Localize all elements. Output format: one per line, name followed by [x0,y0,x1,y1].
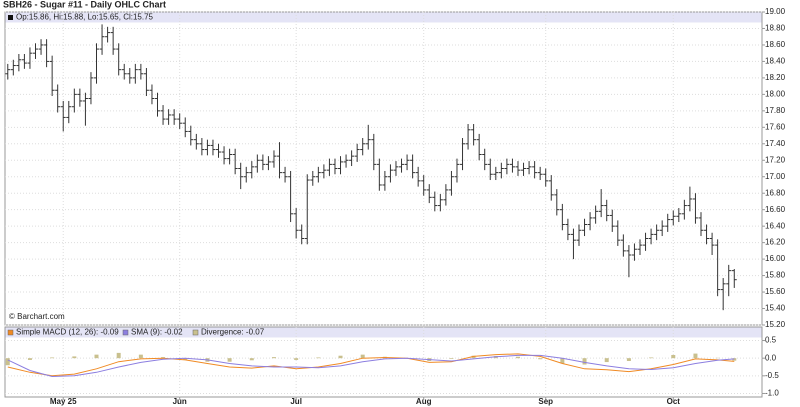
divergence-bar [227,358,232,362]
y-tick-label: 0.0 [765,353,777,362]
y-tick-label: 16.40 [765,221,786,230]
y-tick-label: 0.5 [765,336,777,345]
y-tick-label: 15.80 [765,271,786,280]
y-tick-label: 18.80 [765,24,786,33]
divergence-bar [138,354,143,359]
macd-header [5,327,762,338]
divergence-bar [94,354,99,359]
divergence-bar [249,358,254,361]
divergence-bar [560,358,565,364]
y-tick-label: 18.00 [765,89,786,98]
divergence-bar [515,356,520,359]
y-tick-label: -1.0 [765,389,779,398]
y-tick-label: 17.40 [765,139,786,148]
divergence-bar [72,356,77,359]
x-tick-label: May 25 [50,397,77,406]
divergence-bar [649,357,654,359]
divergence-bar [626,358,631,361]
divergence-bar [183,358,188,360]
y-tick-label: 16.00 [765,254,786,263]
x-tick-label: Jul [290,397,302,406]
legend-swatch [7,329,14,336]
x-tick-label: Aug [416,397,432,406]
y-tick-label: 17.80 [765,106,786,115]
y-tick-label: 17.20 [765,155,786,164]
source: © Barchart.com [9,312,65,321]
ohlc-readout: Op:15.86, Hi:15.88, Lo:15.65, Cl:15.75 [16,13,154,22]
header-icon [8,15,13,20]
divergence-bar [116,352,121,359]
macd-panel [4,326,763,398]
y-tick-label: 18.20 [765,73,786,82]
divergence-bar [27,358,32,360]
divergence-bar [471,355,476,359]
divergence-bar [604,358,609,363]
x-tick-label: Jun [173,397,187,406]
y-tick-label: 16.60 [765,205,786,214]
y-tick-label: 18.60 [765,40,786,49]
divergence-bar [5,358,10,366]
y-tick-label: 15.40 [765,304,786,313]
y-tick-label: 16.20 [765,238,786,247]
divergence-bar [671,355,676,359]
y-tick-label: 16.80 [765,188,786,197]
divergence-bar [316,357,321,359]
macd-line [7,354,735,378]
legend-label: SMA (9): -0.02 [131,328,183,337]
divergence-bar [294,358,299,360]
divergence-bar [360,354,365,359]
x-tick-label: Oct [667,397,681,406]
divergence-bar [582,358,587,365]
divergence-bar [161,357,166,359]
price-panel [4,11,763,326]
y-tick-label: 15.60 [765,287,786,296]
divergence-bar [50,357,55,359]
macd-line [7,353,735,377]
legend-swatch [122,329,129,336]
y-tick-label: 19.00 [765,7,786,16]
divergence-bar [271,357,276,359]
y-tick-label: 17.60 [765,122,786,131]
legend-label: Divergence: -0.07 [201,328,265,337]
chart-title: SBH26 - Sugar #11 - Daily OHLC Chart [3,0,166,9]
divergence-bar [338,355,343,359]
legend-label: Simple MACD (12, 26): -0.09 [16,328,119,337]
plot-layer: 19.00 18.80 18.60 18.40 18.20 18.00 17.80 17.60… [5,7,786,406]
divergence-bar [449,358,454,359]
divergence-bar [732,358,737,361]
y-tick-label: 18.40 [765,57,786,66]
divergence-bar [538,358,543,360]
y-tick-label: -0.5 [765,371,779,380]
price-header [5,12,762,23]
x-tick-label: Sep [538,397,553,406]
y-tick-label: 15.20 [765,320,786,329]
legend-swatch [192,329,199,336]
y-tick-label: 17.00 [765,172,786,181]
divergence-bar [693,353,698,359]
